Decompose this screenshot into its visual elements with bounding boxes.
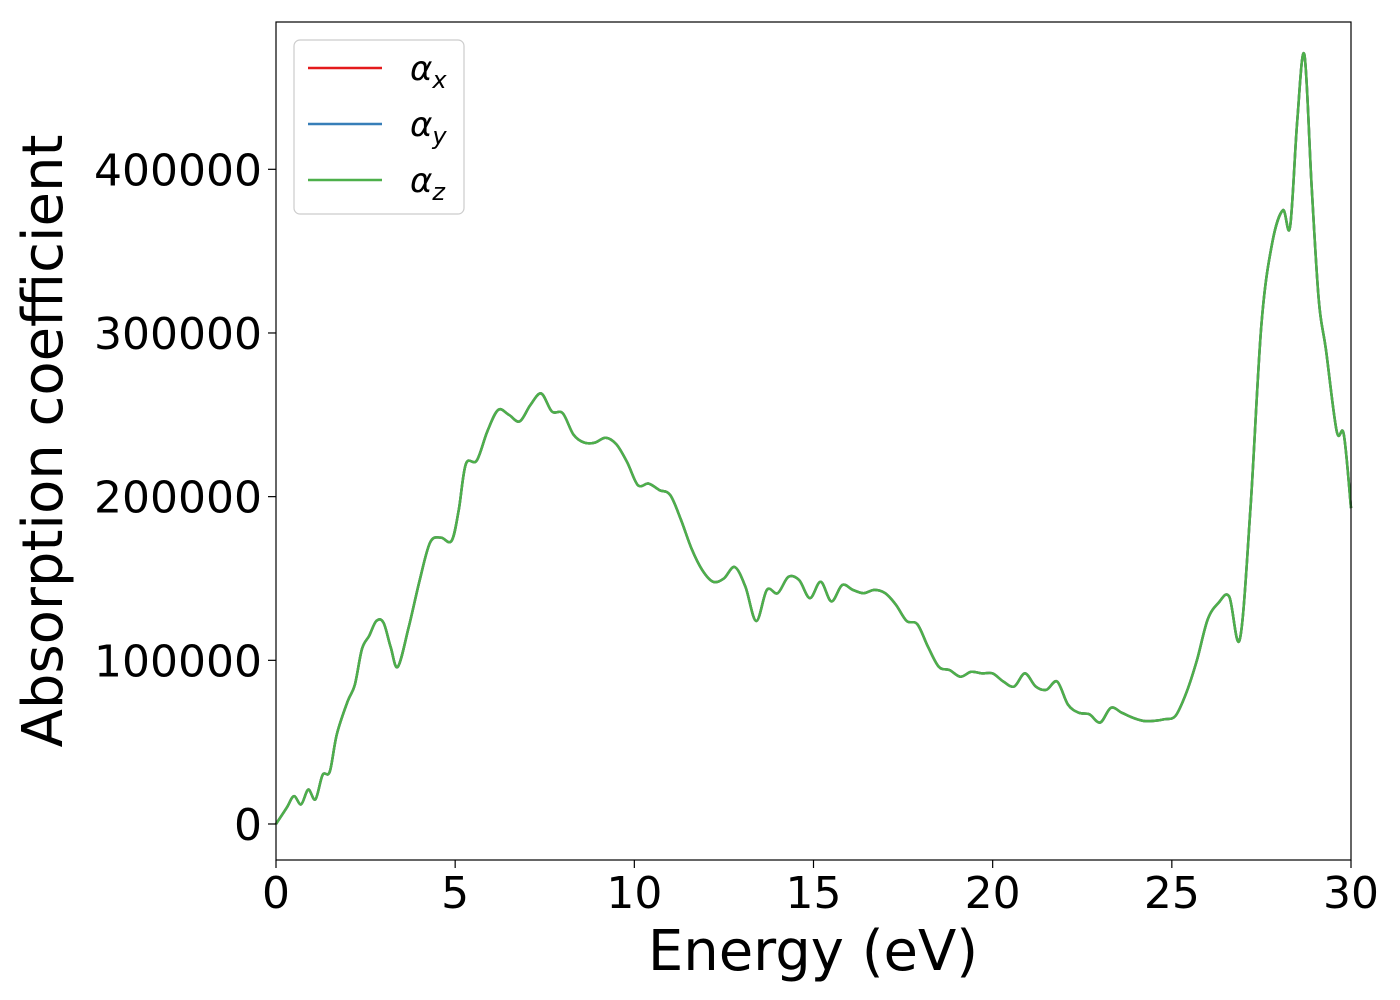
x-tick-label: 0 — [262, 868, 290, 919]
series-lines — [274, 51, 1353, 825]
x-tick-label: 15 — [786, 868, 842, 919]
y-tick-label: 200000 — [94, 473, 262, 524]
y-axis-title: Absorption coefficient — [11, 135, 76, 748]
legend: αx αy αz — [293, 39, 465, 215]
x-tick-label: 10 — [606, 868, 662, 919]
x-axis: 0 5 10 15 20 25 30 — [262, 860, 1379, 919]
x-tick-label: 30 — [1323, 868, 1379, 919]
series-line-z — [274, 51, 1353, 825]
x-axis-title: Energy (eV) — [648, 919, 978, 984]
x-tick-label: 20 — [965, 868, 1021, 919]
legend-label-x: αx — [410, 49, 447, 94]
x-tick-label: 5 — [441, 868, 469, 919]
x-tick-label: 25 — [1144, 868, 1200, 919]
y-tick-label: 300000 — [94, 309, 262, 360]
y-axis: 0 100000 200000 300000 400000 — [94, 145, 276, 851]
y-tick-label: 400000 — [94, 145, 262, 196]
y-tick-label: 0 — [234, 800, 262, 851]
legend-box — [293, 39, 465, 215]
legend-label-z: αz — [410, 161, 446, 206]
y-tick-label: 100000 — [94, 636, 262, 687]
legend-label-y: αy — [410, 105, 447, 150]
